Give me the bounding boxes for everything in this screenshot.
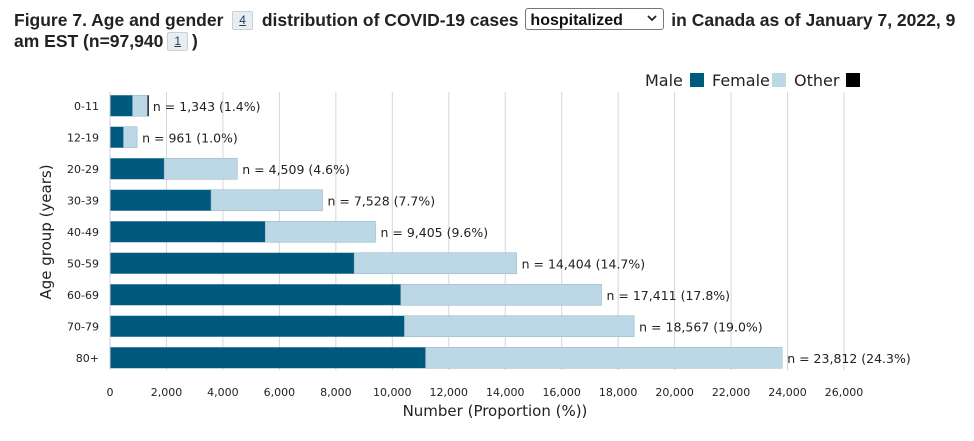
bars (110, 94, 783, 369)
title-part-2: distribution of COVID-19 cases (261, 10, 519, 30)
bar-female-0-11 (132, 94, 148, 117)
legend-label-other: Other (794, 71, 840, 90)
bar-female-20-29 (163, 157, 238, 180)
data-label: n = 18,567 (19.0%) (639, 319, 763, 334)
x-tick-label: 18,000 (599, 386, 638, 399)
bar-male-80+ (110, 347, 426, 369)
bar-female-80+ (425, 346, 783, 369)
bar-female-40-49 (264, 220, 376, 243)
legend-label-male: Male (645, 71, 683, 90)
legend-swatch-male (690, 73, 704, 87)
data-label: n = 7,528 (7.7%) (328, 193, 436, 208)
x-tick-label: 20,000 (655, 386, 694, 399)
chevron-down-icon (647, 15, 658, 22)
title-part-1: Figure 7. Age and gender (14, 10, 224, 30)
x-tick-label: 8,000 (320, 386, 352, 399)
legend-swatch-female (772, 73, 786, 87)
data-label: n = 4,509 (4.6%) (242, 162, 350, 177)
data-label: n = 14,404 (14.7%) (522, 256, 646, 271)
y-tick-label: 70-79 (67, 320, 99, 333)
x-tick-label: 4,000 (207, 386, 239, 399)
data-label: n = 17,411 (17.8%) (607, 288, 731, 303)
bar-female-70-79 (404, 315, 635, 338)
y-tick-label: 12-19 (67, 131, 99, 144)
title-part-4: ) (192, 31, 198, 51)
y-tick-label: 50-59 (67, 257, 99, 270)
x-tick-label: 22,000 (712, 386, 751, 399)
data-label: n = 23,812 (24.3%) (787, 351, 911, 366)
x-tick-label: 0 (107, 386, 114, 399)
x-tick-labels: 0 2,000 4,000 6,000 8,000 10,000 12,000 14,000 1… (107, 386, 864, 399)
figure-title: Figure 7. Age and gender 4 distribution … (14, 8, 964, 52)
x-tick-label: 24,000 (768, 386, 807, 399)
bar-other-0-11 (147, 95, 149, 117)
bar-male-60-69 (110, 284, 401, 306)
y-tick-label: 30-39 (67, 194, 99, 207)
y-tick-labels: 0-11 12-19 20-29 30-39 40-49 50-59 60-69 70-79 8… (67, 100, 99, 365)
x-tick-label: 10,000 (373, 386, 412, 399)
bar-male-0-11 (110, 95, 133, 117)
x-tick-label: 14,000 (486, 386, 525, 399)
bar-female-60-69 (400, 283, 602, 306)
data-label: n = 961 (1.0%) (142, 130, 238, 145)
bar-male-50-59 (110, 252, 355, 274)
bar-male-20-29 (110, 158, 165, 180)
title-part-3: in Canada as of January 7, 2022, 9 am ES… (14, 10, 956, 51)
data-labels: n = 1,343 (1.4%) n = 961 (1.0%) n = 4,509 … (142, 99, 911, 366)
y-tick-label: 80+ (76, 352, 99, 365)
legend-swatch-other (846, 73, 860, 87)
y-tick-label: 0-11 (74, 100, 99, 113)
x-axis-title: Number (Proportion (%)) (403, 402, 588, 420)
bar-female-12-19 (123, 126, 138, 149)
bar-female-30-39 (210, 189, 323, 212)
bar-male-30-39 (110, 189, 212, 211)
data-label: n = 1,343 (1.4%) (153, 99, 261, 114)
bar-male-12-19 (110, 126, 124, 148)
x-tick-label: 26,000 (825, 386, 864, 399)
bar-female-50-59 (353, 252, 517, 275)
x-tick-label: 6,000 (264, 386, 296, 399)
footnote-link-1[interactable]: 1 (167, 32, 189, 51)
data-label: n = 9,405 (9.6%) (381, 225, 489, 240)
footnote-link-4[interactable]: 4 (232, 11, 253, 30)
bar-male-70-79 (110, 315, 405, 337)
legend: Male Female Other (645, 71, 860, 90)
x-tick-label: 16,000 (542, 386, 581, 399)
x-tick-label: 12,000 (430, 386, 469, 399)
case-type-dropdown-value: hospitalized (530, 12, 623, 29)
y-tick-label: 20-29 (67, 163, 99, 176)
y-axis-title: Age group (years) (37, 164, 55, 299)
legend-label-female: Female (712, 71, 770, 90)
y-tick-label: 40-49 (67, 226, 99, 239)
y-tick-label: 60-69 (67, 289, 99, 302)
case-type-dropdown[interactable]: hospitalized (525, 8, 665, 30)
x-tick-label: 2,000 (151, 386, 183, 399)
bar-male-40-49 (110, 221, 266, 243)
